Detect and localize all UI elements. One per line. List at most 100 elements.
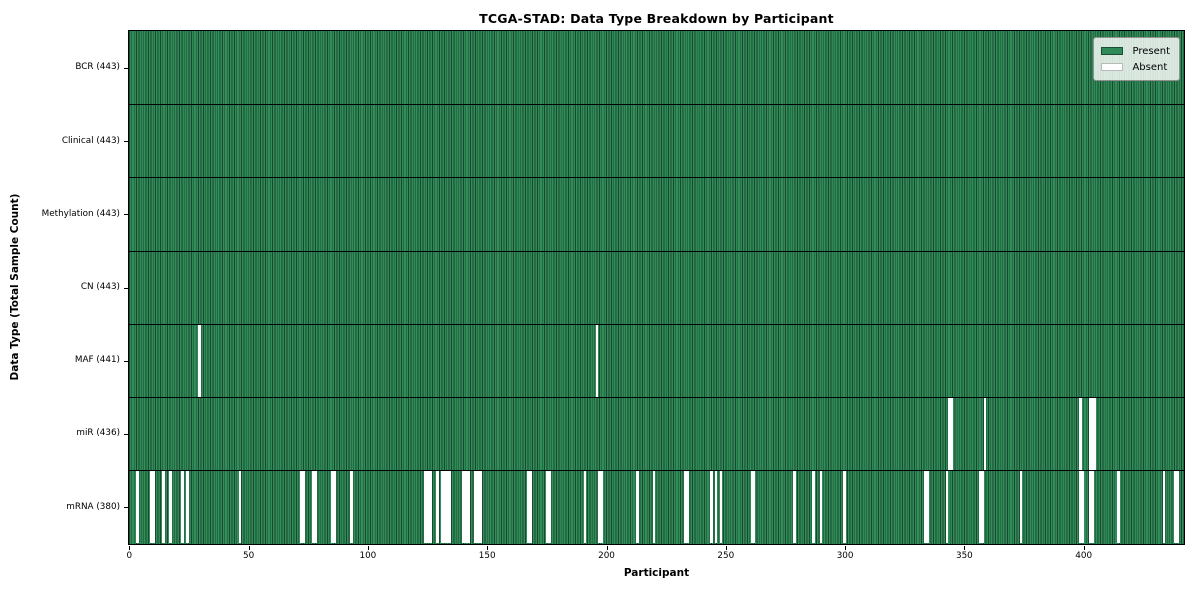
absent-bar-miR-344	[948, 398, 951, 471]
y-tick-mark	[123, 433, 128, 435]
absent-bar-miR-399	[1079, 398, 1082, 471]
absent-bar-miR-404	[1091, 398, 1094, 471]
absent-bar-mRNA-244	[710, 471, 713, 544]
absent-bar-mRNA-85	[331, 471, 334, 544]
legend-label-present: Present	[1132, 45, 1170, 57]
x-axis-title: Participant	[623, 567, 690, 579]
x-tick-label-150: 150	[478, 551, 496, 561]
absent-bar-mRNA-131	[440, 471, 444, 544]
x-tick-mark	[248, 546, 250, 550]
absent-bar-MAF-196	[595, 324, 599, 397]
y-tick-mark	[123, 214, 128, 216]
absent-bar-mRNA-358	[981, 471, 985, 544]
absent-swatch-icon	[1101, 62, 1124, 72]
x-tick-label-400: 400	[1075, 551, 1093, 561]
y-tick-mark	[123, 507, 128, 509]
present-swatch-icon	[1101, 46, 1124, 56]
absent-bar-mRNA-22	[181, 471, 184, 544]
x-tick-label-100: 100	[359, 551, 377, 561]
y-tick-label-Clinical: Clinical (443)	[61, 135, 120, 146]
absent-bar-mRNA-400	[1081, 471, 1085, 544]
absent-bar-mRNA-73	[302, 471, 306, 544]
absent-bar-miR-359	[983, 398, 987, 471]
absent-bar-mRNA-440	[1176, 471, 1180, 544]
absent-bar-mRNA-334	[924, 471, 927, 544]
absent-bar-mRNA-14	[162, 471, 165, 544]
absent-bar-mRNA-220	[652, 471, 656, 544]
absent-bar-mRNA-300	[843, 471, 846, 544]
absent-bar-mRNA-343	[945, 471, 949, 544]
x-tick-mark	[725, 546, 727, 550]
x-tick-mark	[129, 546, 131, 550]
x-tick-label-50: 50	[242, 551, 255, 561]
legend: Present Absent	[1093, 37, 1180, 81]
x-tick-mark	[487, 546, 489, 550]
absent-bar-mRNA-403	[1088, 471, 1092, 544]
absent-bar-mRNA-124	[424, 471, 427, 544]
y-tick-mark	[123, 360, 128, 362]
legend-entry-present: Present	[1101, 43, 1170, 59]
absent-bar-mRNA-145	[474, 471, 477, 544]
heatmap-row-miR	[129, 397, 1184, 471]
absent-bar-mRNA-126	[429, 471, 432, 544]
absent-bar-mRNA-439	[1174, 471, 1177, 544]
absent-bar-mRNA-434	[1162, 471, 1166, 544]
x-tick-mark	[845, 546, 847, 550]
plot-area: Present Absent	[128, 30, 1185, 545]
absent-bar-mRNA-46	[238, 471, 242, 544]
y-axis-ticks: BCR (443) Clinical (443) Methylation (443)…	[0, 30, 128, 545]
absent-bar-mRNA-24	[186, 471, 189, 544]
chart-title: TCGA-STAD: Data Type Breakdown by Partic…	[479, 11, 834, 26]
y-tick-label-BCR: BCR (443)	[75, 62, 120, 73]
x-tick-label-350: 350	[955, 551, 973, 561]
x-tick-label-0: 0	[126, 551, 133, 561]
y-tick-mark	[123, 287, 128, 289]
legend-label-absent: Absent	[1132, 61, 1168, 73]
absent-bar-mRNA-261	[750, 471, 754, 544]
absent-bar-mRNA-415	[1117, 471, 1120, 544]
y-tick-mark	[123, 141, 128, 143]
absent-bar-miR-405	[1093, 398, 1096, 471]
absent-bar-mRNA-141	[464, 471, 468, 544]
absent-bar-mRNA-17	[169, 471, 172, 544]
y-tick-mark	[123, 67, 128, 69]
absent-bar-mRNA-191	[583, 471, 587, 544]
x-tick-label-250: 250	[717, 551, 735, 561]
y-tick-label-CN: CN (443)	[80, 282, 120, 292]
heatmap-row-Clinical	[129, 104, 1184, 177]
heatmap-row-Methylation	[129, 177, 1184, 250]
absent-bar-mRNA-77	[312, 471, 315, 544]
absent-bar-mRNA-197	[598, 471, 601, 544]
absent-bar-mRNA-168	[529, 471, 532, 544]
absent-bar-mRNA-357	[979, 471, 982, 544]
absent-bar-mRNA-134	[448, 471, 451, 544]
heatmap-row-MAF	[129, 323, 1184, 397]
absent-bar-mRNA-404	[1091, 471, 1094, 544]
absent-bar-mRNA-10	[152, 471, 156, 544]
absent-bar-mRNA-147	[479, 471, 482, 544]
absent-bar-mRNA-234	[686, 471, 689, 544]
absent-bar-MAF-29	[198, 324, 201, 397]
absent-bar-mRNA-132	[443, 471, 446, 544]
absent-bar-mRNA-399	[1079, 471, 1082, 544]
absent-bar-mRNA-233	[683, 471, 687, 544]
heatmap-row-mRNA	[129, 470, 1184, 544]
absent-bar-mRNA-176	[548, 471, 551, 544]
absent-bar-mRNA-93	[350, 471, 353, 544]
heatmap-row-CN	[129, 250, 1184, 324]
absent-bar-mRNA-125	[426, 471, 430, 544]
y-tick-label-Methylation: Methylation (443)	[41, 208, 120, 219]
y-tick-label-mRNA: mRNA (380)	[66, 501, 120, 512]
absent-bar-mRNA-146	[476, 471, 480, 544]
absent-bar-mRNA-3	[136, 471, 139, 544]
x-tick-mark	[964, 546, 966, 550]
absent-bar-mRNA-133	[445, 471, 449, 544]
x-tick-label-300: 300	[836, 551, 854, 561]
absent-bar-mRNA-175	[545, 471, 549, 544]
legend-entry-absent: Absent	[1101, 59, 1170, 75]
absent-bar-miR-403	[1088, 398, 1092, 471]
absent-bar-mRNA-335	[926, 471, 930, 544]
absent-bar-mRNA-213	[636, 471, 639, 544]
x-tick-mark	[1083, 546, 1085, 550]
